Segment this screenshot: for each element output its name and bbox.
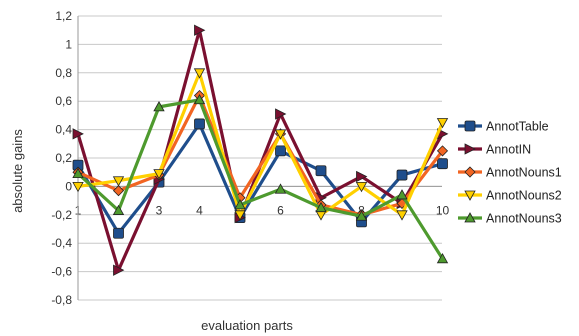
legend-item: AnnotNouns3 (458, 212, 562, 226)
y-tick-label: 0,8 (55, 66, 72, 80)
legend-label: AnnotNouns1 (486, 166, 562, 180)
x-axis-title: evaluation parts (201, 318, 293, 333)
y-tick-label: -0,6 (51, 265, 72, 279)
x-tick-label: 3 (156, 203, 163, 217)
x-tick-label: 4 (196, 203, 203, 217)
data-point-marker (316, 166, 326, 176)
legend-label: AnnotTable (486, 120, 549, 134)
y-tick-label: 0,6 (55, 94, 72, 108)
y-axis-ticks: -0,8 -0,6 -0,4 -0,2 0 0,2 0,4 0,6 0,8 1 1,2 (51, 9, 72, 307)
grid-lines (78, 16, 442, 300)
series-line (78, 30, 443, 270)
legend-item: AnnotTable (458, 120, 549, 134)
legend-swatch-marker (465, 167, 475, 177)
data-point-marker (438, 159, 448, 169)
y-tick-label: 0,4 (55, 123, 72, 137)
y-tick-label: 0 (65, 179, 72, 193)
legend: AnnotTable AnnotIN AnnotNouns1 AnnotNouns2 A… (458, 120, 562, 226)
legend-item: AnnotNouns2 (458, 189, 562, 203)
x-tick-label: 6 (277, 203, 284, 217)
legend-label: AnnotNouns2 (486, 189, 562, 203)
legend-swatch-marker (465, 144, 475, 154)
y-tick-label: -0,4 (51, 236, 72, 250)
data-point-marker (195, 119, 205, 129)
legend-label: AnnotIN (486, 143, 531, 157)
legend-item: AnnotIN (458, 143, 531, 157)
legend-label: AnnotNouns3 (486, 212, 562, 226)
legend-swatch-marker (465, 121, 475, 131)
data-point-marker (114, 186, 124, 196)
data-point-marker (276, 146, 286, 156)
y-tick-label: 1 (65, 37, 72, 51)
data-point-marker (276, 184, 286, 193)
data-point-marker (397, 170, 407, 180)
y-tick-label: 1,2 (55, 9, 72, 23)
series-annotin (73, 25, 448, 275)
data-point-marker (438, 119, 448, 128)
series-layer (73, 25, 448, 275)
y-axis-title: absolute gains (10, 129, 25, 213)
y-tick-label: -0,8 (51, 293, 72, 307)
data-point-marker (114, 228, 124, 238)
y-tick-label: -0,2 (51, 208, 72, 222)
legend-item: AnnotNouns1 (458, 166, 562, 180)
x-tick-label: 10 (436, 203, 450, 217)
y-tick-label: 0,2 (55, 151, 72, 165)
